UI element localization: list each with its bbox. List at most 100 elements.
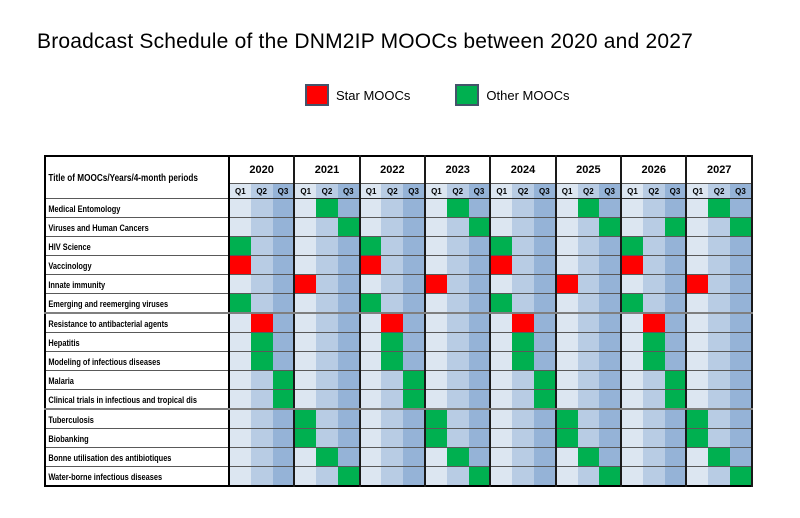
schedule-cell [577,293,600,314]
schedule-cell [403,409,427,429]
schedule-cell [229,447,251,467]
broadcast-cell [359,293,382,314]
row-label-text: HIV Science [48,242,91,253]
schedule-cell [272,313,296,333]
quarter-header: Q2 [642,183,665,199]
broadcast-cell [229,293,251,314]
table-row: Vaccinology [45,255,754,275]
schedule-cell [686,255,709,275]
schedule-cell [468,313,492,333]
broadcast-cell [512,313,534,333]
year-header: 2021 [294,156,361,184]
schedule-cell [577,370,600,390]
schedule-cell [316,409,338,429]
schedule-cell [272,428,296,448]
schedule-cell [642,293,665,314]
schedule-cell [664,274,688,294]
schedule-cell [381,198,404,218]
schedule-cell [664,409,688,429]
schedule-cell [359,313,382,333]
schedule-table: Title of MOOCs/Years/4-month periods 2020… [44,155,754,487]
schedule-cell [686,198,709,218]
schedule-cell [229,274,251,294]
schedule-cell [337,447,361,467]
chart-title: Broadcast Schedule of the DNM2IP MOOCs b… [37,30,693,53]
schedule-cell [359,466,382,487]
schedule-cell [229,409,251,429]
quarter-header: Q3 [468,183,492,199]
row-label: Vaccinology [45,255,230,275]
schedule-cell [294,370,317,390]
schedule-cell [446,370,469,390]
schedule-cell [686,313,709,333]
schedule-cell [250,198,273,218]
table-row: Modeling of infectious diseases [45,351,754,371]
table-row: Malaria [45,370,754,390]
schedule-cell [708,255,730,275]
quarter-header: Q2 [512,183,534,199]
quarter-header: Q3 [664,183,688,199]
quarter-header: Q1 [621,183,643,199]
row-label-text: Modeling of infectious diseases [48,357,161,368]
schedule-cell [359,217,382,237]
schedule-cell [316,351,338,371]
schedule-cell [468,274,492,294]
schedule-cell [729,409,754,429]
schedule-cell [708,236,730,256]
year-header: 2020 [229,156,296,184]
schedule-cell [729,255,754,275]
schedule-cell [512,466,534,487]
schedule-cell [577,255,600,275]
schedule-cell [729,428,754,448]
schedule-cell [316,389,338,410]
schedule-cell [512,293,534,314]
schedule-cell [316,370,338,390]
broadcast-cell [599,466,623,487]
quarter-header: Q2 [381,183,404,199]
schedule-cell [337,236,361,256]
schedule-cell [250,428,273,448]
row-label: Viruses and Human Cancers [45,217,230,237]
legend: Star MOOCs Other MOOCs [305,84,569,106]
schedule-cell [642,389,665,410]
schedule-cell [490,466,513,487]
schedule-cell [729,332,754,352]
schedule-cell [642,236,665,256]
schedule-cell [294,236,317,256]
broadcast-cell [359,255,382,275]
broadcast-cell [686,409,709,429]
schedule-cell [599,255,623,275]
schedule-chart: Title of MOOCs/Years/4-month periods 2020… [44,155,754,487]
schedule-cell [533,198,557,218]
schedule-cell [577,217,600,237]
schedule-cell [533,447,557,467]
schedule-cell [229,428,251,448]
schedule-cell [272,274,296,294]
schedule-cell [664,293,688,314]
year-header: 2024 [490,156,557,184]
schedule-cell [512,370,534,390]
schedule-cell [337,428,361,448]
schedule-cell [512,428,534,448]
broadcast-cell [621,293,643,314]
row-label-text: Innate immunity [48,280,106,291]
schedule-cell [359,409,382,429]
schedule-cell [599,370,623,390]
schedule-cell [337,351,361,371]
schedule-cell [729,351,754,371]
schedule-cell [490,370,513,390]
table-row: Bonne utilisation des antibiotiques [45,447,754,467]
broadcast-cell [577,447,600,467]
schedule-cell [729,293,754,314]
schedule-cell [729,274,754,294]
schedule-cell [512,217,534,237]
schedule-cell [512,409,534,429]
broadcast-cell [599,217,623,237]
schedule-cell [468,428,492,448]
schedule-cell [621,370,643,390]
table-row: Innate immunity [45,274,754,294]
schedule-cell [403,466,427,487]
schedule-cell [337,293,361,314]
schedule-cell [250,409,273,429]
schedule-cell [708,313,730,333]
